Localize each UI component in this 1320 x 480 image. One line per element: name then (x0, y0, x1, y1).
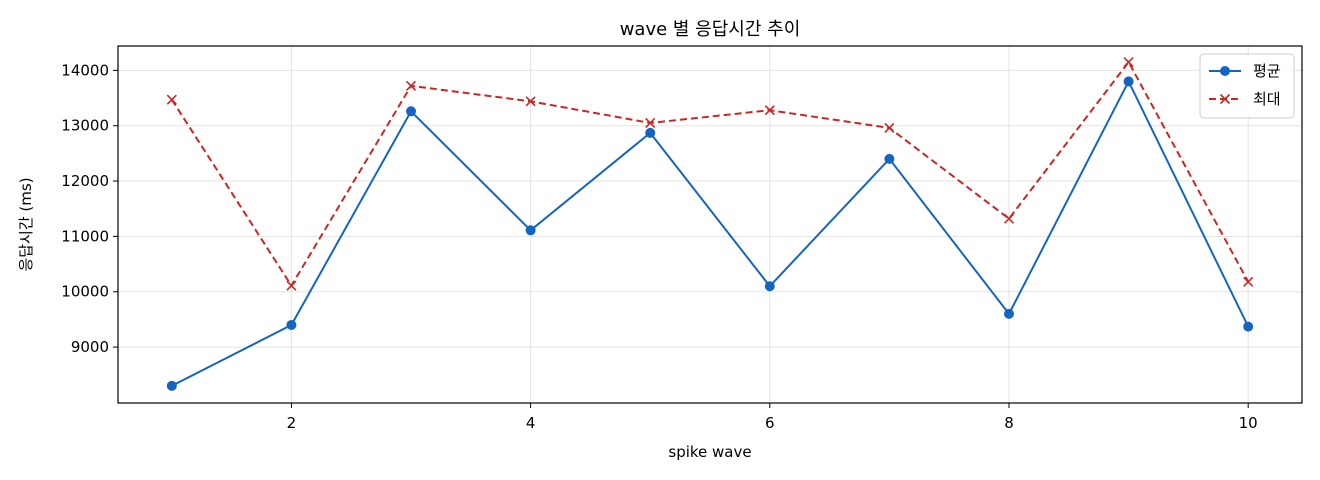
data-point (645, 127, 656, 138)
x-tick-label: 8 (1004, 414, 1014, 432)
data-point (1003, 308, 1014, 319)
x-tick-label: 4 (526, 414, 536, 432)
legend-marker (1220, 66, 1230, 76)
marker-stroke (525, 96, 536, 107)
plot-area (117, 45, 1303, 404)
data-point (286, 280, 297, 291)
marker-stroke (166, 94, 177, 105)
x-tick-label: 2 (287, 414, 297, 432)
legend-item: 평균 (1209, 62, 1281, 80)
legend-label: 최대 (1253, 90, 1281, 108)
data-point (166, 380, 177, 391)
series-1 (166, 76, 1254, 391)
x-tick-label: 10 (1239, 414, 1258, 432)
marker-stroke (645, 117, 656, 129)
y-axis-label: 응답시간 (ms) (17, 177, 35, 271)
marker-stroke (1243, 276, 1254, 287)
series-2 (166, 56, 1254, 291)
data-point (286, 319, 297, 330)
data-point (525, 225, 536, 236)
data-point (1123, 56, 1134, 68)
y-tick-label: 10000 (61, 283, 109, 301)
data-point (1123, 76, 1134, 87)
data-point (405, 80, 417, 91)
legend-item: 최대 (1209, 90, 1281, 108)
marker-stroke (1219, 93, 1231, 105)
marker-stroke (286, 280, 297, 291)
y-tick-label: 14000 (61, 61, 109, 79)
marker-stroke (764, 105, 775, 116)
chart-title: wave 별 응답시간 추이 (620, 19, 801, 40)
axis-ticks: 2 4 6 8 10 9000 10000 11000 12000 13000 14000 (61, 61, 1257, 432)
data-point (1003, 213, 1015, 224)
y-tick-label: 9000 (71, 338, 109, 356)
marker-stroke (1003, 213, 1015, 224)
y-tick-label: 11000 (61, 227, 109, 245)
data-point (764, 281, 775, 292)
data-point (406, 106, 417, 117)
data-point (166, 94, 177, 105)
data-point (1243, 276, 1254, 287)
grid (118, 46, 1302, 403)
x-axis-label: spike wave (668, 443, 751, 461)
y-tick-label: 13000 (61, 117, 109, 135)
data-point (525, 96, 536, 107)
marker-stroke (884, 122, 895, 133)
legend-marker (1219, 93, 1231, 105)
data-point (884, 153, 895, 164)
marker-stroke (1123, 56, 1134, 68)
y-tick-label: 12000 (61, 172, 109, 190)
x-tick-label: 6 (765, 414, 775, 432)
series-line (171, 80, 1250, 387)
data-point (764, 105, 775, 116)
data-point (645, 117, 656, 129)
data-point (884, 122, 895, 133)
legend-label: 평균 (1253, 62, 1281, 80)
series-group (166, 56, 1254, 391)
data-point (1243, 321, 1254, 332)
marker-stroke (405, 80, 417, 91)
